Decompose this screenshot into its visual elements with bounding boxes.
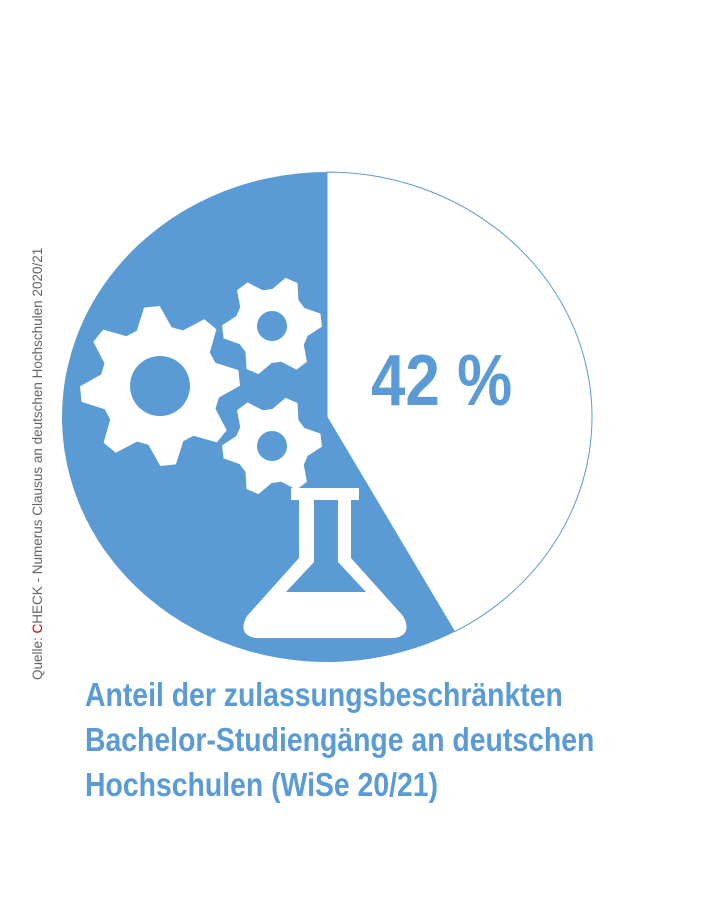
pie-slice (326, 171, 593, 633)
title-line: Anteil der zulassungsbeschränkten (85, 676, 563, 713)
chart-title: Anteil der zulassungsbeschränkten Bachel… (85, 672, 594, 807)
source-highlight: C (30, 623, 45, 634)
title-line: Bachelor-Studiengänge an deutschen (85, 721, 595, 758)
title-line: Hochschulen (WiSe 20/21) (85, 766, 439, 803)
source-rest: HECK - Numerus Clausus an deutschen Hoch… (30, 247, 45, 624)
gear-icon (222, 397, 322, 495)
gear-icon (222, 277, 322, 375)
source-prefix: Quelle: (30, 633, 45, 680)
flask-icon (243, 488, 407, 638)
source-note: Quelle: CHECK - Numerus Clausus an deuts… (30, 248, 45, 680)
gear-icon (80, 306, 240, 466)
data-label-percent: 42 % (371, 341, 513, 421)
